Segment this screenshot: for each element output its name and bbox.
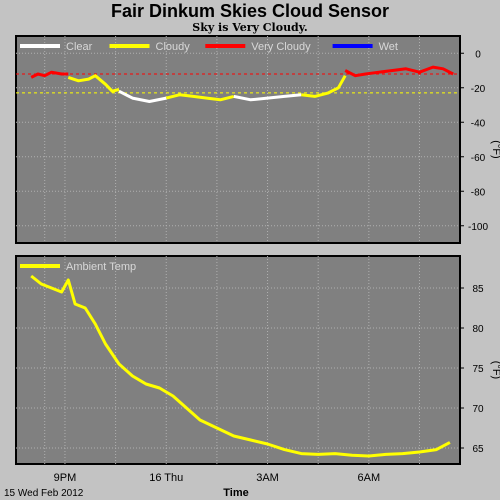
ambient-legend-label: Ambient Temp (66, 261, 136, 273)
sky-legend-label: Wet (379, 41, 398, 53)
x-tick-label: 6AM (358, 472, 381, 484)
ambient-series-line (30, 274, 451, 458)
page-title: Fair Dinkum Skies Cloud Sensor (110, 1, 390, 21)
sky-y-tick-label: -60 (471, 153, 486, 164)
ambient-y-tick-label: 85 (472, 284, 484, 295)
sky-y-tick-label: 0 (475, 49, 481, 60)
ambient-plot-area (15, 255, 461, 465)
sky-series-line (118, 89, 167, 103)
sky-y-tick-label: -100 (468, 222, 488, 233)
sky-series-line (67, 74, 120, 93)
sky-plot-area (15, 35, 461, 244)
sky-legend-label: Very Cloudy (251, 41, 311, 53)
sky-series-line (233, 93, 302, 102)
ambient-y-tick-label: 80 (472, 324, 484, 335)
x-tick-label: 9PM (54, 472, 77, 484)
sky-series-line (30, 70, 69, 79)
sky-y-tick-label: -20 (471, 84, 486, 95)
sky-series-line (301, 74, 347, 98)
date-footer: 15 Wed Feb 2012 (4, 488, 84, 499)
ambient-y-tick-label: 75 (472, 364, 484, 375)
sky-status-subtitle: Sky is Very Cloudy. (192, 21, 308, 34)
sky-series-line (165, 93, 235, 102)
sky-y-axis-label: (°F) (490, 140, 500, 158)
sky-legend-label: Clear (66, 41, 93, 53)
sky-y-tick-label: -80 (471, 187, 486, 198)
sky-legend-label: Cloudy (156, 41, 191, 53)
ambient-y-tick-label: 65 (472, 444, 484, 455)
x-tick-label: 3AM (256, 472, 279, 484)
x-axis-label: Time (223, 487, 248, 499)
ambient-y-axis-label: (°F) (490, 361, 500, 379)
sky-y-tick-label: -40 (471, 118, 486, 129)
ambient-y-tick-label: 70 (472, 404, 484, 415)
x-tick-label: 16 Thu (149, 472, 183, 484)
sky-series-line (344, 65, 454, 78)
